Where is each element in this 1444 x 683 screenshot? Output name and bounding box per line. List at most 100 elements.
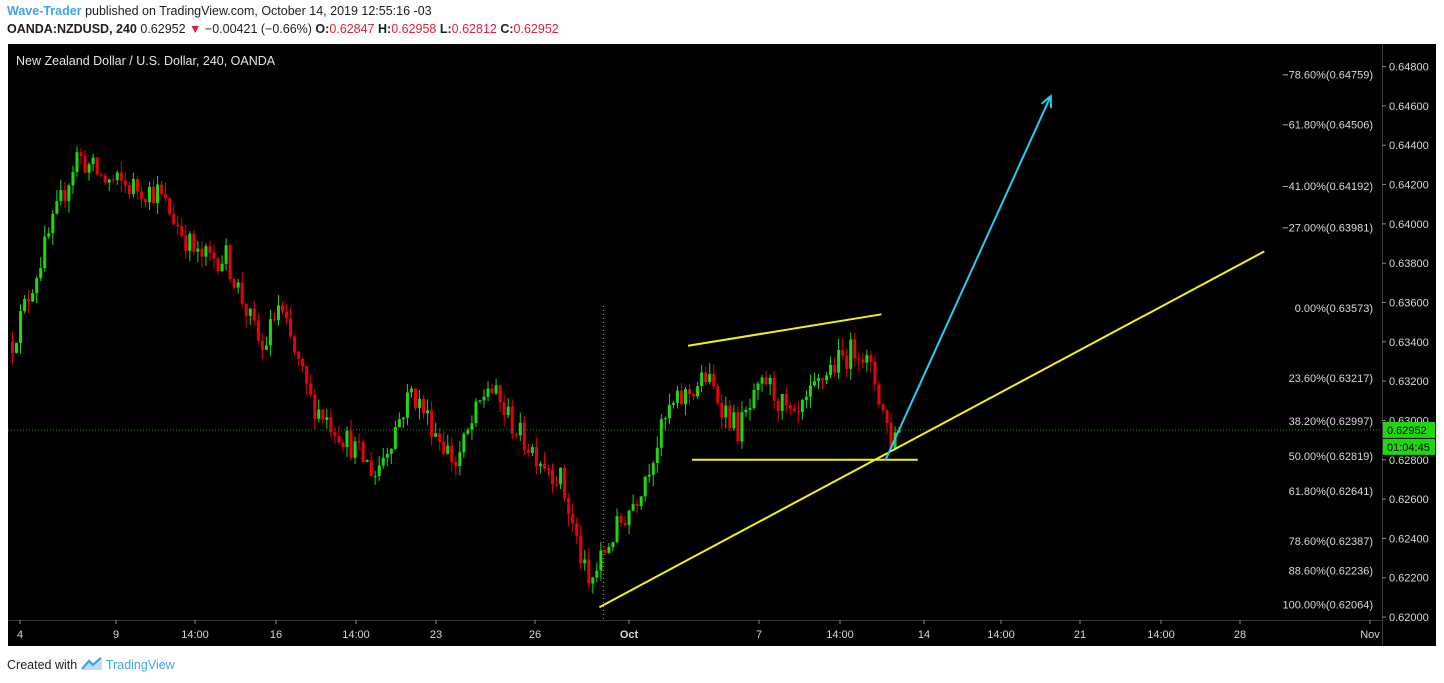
candle-body bbox=[506, 406, 510, 415]
candle-body bbox=[833, 364, 837, 373]
candle-body bbox=[434, 433, 438, 437]
candle-body bbox=[63, 190, 67, 201]
candle-body bbox=[297, 351, 301, 359]
candle-body bbox=[764, 377, 768, 385]
candle-body bbox=[804, 396, 808, 400]
tradingview-brand[interactable]: TradingView bbox=[105, 658, 175, 672]
candle-body bbox=[91, 157, 95, 165]
author-link[interactable]: Wave-Trader bbox=[7, 4, 82, 18]
candle-body bbox=[788, 405, 792, 409]
candle-body bbox=[192, 233, 196, 252]
candle-body bbox=[542, 463, 546, 469]
candle-body bbox=[442, 441, 446, 454]
candle-body bbox=[684, 389, 688, 405]
fib-level-label: −27.00%(0.63981) bbox=[1282, 223, 1373, 235]
y-tick-label: 0.64000 bbox=[1389, 219, 1429, 231]
candle-body bbox=[591, 577, 595, 584]
candle-body bbox=[663, 418, 667, 420]
candle-body bbox=[889, 423, 893, 449]
last-price: 0.62952 bbox=[140, 22, 186, 36]
price-chart[interactable]: New Zealand Dollar / U.S. Dollar, 240, O… bbox=[8, 44, 1436, 646]
candle-body bbox=[563, 467, 567, 499]
candle-body bbox=[849, 339, 853, 369]
candle-body bbox=[200, 248, 204, 257]
candle-body bbox=[567, 498, 571, 515]
candle-body bbox=[196, 248, 200, 252]
candle-body bbox=[825, 375, 829, 381]
candle-body bbox=[438, 433, 442, 442]
low-label: L: bbox=[439, 22, 452, 36]
current-price-value: 0.62952 bbox=[1387, 425, 1427, 437]
candle-body bbox=[792, 408, 796, 412]
candle-body bbox=[530, 447, 534, 453]
candle-body bbox=[430, 410, 434, 437]
y-tick-label: 0.63800 bbox=[1389, 258, 1429, 270]
y-tick-label: 0.64400 bbox=[1389, 140, 1429, 152]
candle-body bbox=[599, 550, 603, 571]
candle-body bbox=[635, 504, 639, 507]
candle-body bbox=[559, 467, 563, 485]
published-text: published on TradingView.com, October 14… bbox=[85, 4, 432, 18]
candle-body bbox=[148, 186, 152, 203]
candle-body bbox=[414, 388, 417, 409]
candle-body bbox=[796, 411, 800, 413]
candle-body bbox=[337, 436, 341, 443]
candle-body bbox=[83, 156, 87, 173]
support-trendline bbox=[598, 250, 1265, 609]
candle-body bbox=[651, 463, 655, 475]
open-value: 0.62847 bbox=[329, 22, 375, 36]
arrow-head-icon bbox=[1040, 94, 1053, 109]
chart-area[interactable]: New Zealand Dollar / U.S. Dollar, 240, O… bbox=[8, 44, 1436, 646]
countdown-tag bbox=[1383, 438, 1435, 455]
candle-body bbox=[281, 305, 285, 312]
candle-body bbox=[716, 386, 720, 403]
candle-body bbox=[478, 400, 482, 402]
candle-body bbox=[309, 383, 313, 395]
fib-level-label: −61.80%(0.64506) bbox=[1282, 119, 1373, 131]
candle-body bbox=[369, 460, 373, 477]
x-tick-label: 9 bbox=[113, 629, 119, 641]
candle-body bbox=[87, 164, 91, 173]
candle-body bbox=[426, 410, 430, 414]
candle-body bbox=[768, 377, 772, 385]
fib-level-label: 88.60%(0.62236) bbox=[1289, 566, 1373, 578]
candle-body bbox=[732, 412, 736, 429]
x-tick-label: 4 bbox=[17, 629, 23, 641]
fib-level-label: 61.80%(0.62641) bbox=[1289, 486, 1373, 498]
x-tick-label: Oct bbox=[620, 629, 639, 641]
candle-body bbox=[252, 308, 256, 321]
candle-body bbox=[333, 432, 337, 437]
candle-body bbox=[587, 559, 591, 584]
candle-body bbox=[172, 214, 176, 225]
y-tick-label: 0.63600 bbox=[1389, 298, 1429, 310]
candle-body bbox=[353, 441, 357, 458]
candle-body bbox=[232, 279, 236, 288]
candle-body bbox=[248, 308, 252, 316]
candle-body bbox=[289, 318, 293, 337]
candle-body bbox=[704, 372, 708, 383]
candle-body bbox=[861, 359, 865, 363]
candle-body bbox=[865, 355, 869, 363]
candle-body bbox=[385, 453, 389, 458]
candle-body bbox=[780, 393, 784, 411]
candle-body bbox=[760, 377, 764, 384]
candle-body bbox=[236, 282, 240, 288]
y-tick-label: 0.62600 bbox=[1389, 494, 1429, 506]
y-tick-label: 0.63200 bbox=[1389, 376, 1429, 388]
candle-body bbox=[627, 510, 631, 526]
candle-body bbox=[285, 311, 289, 319]
fib-level-label: 50.00%(0.62819) bbox=[1289, 451, 1373, 463]
candle-body bbox=[143, 198, 147, 203]
candle-body bbox=[784, 393, 788, 406]
created-with-text: Created with bbox=[7, 658, 78, 672]
y-tick-label: 0.64200 bbox=[1389, 180, 1429, 192]
candle-body bbox=[623, 522, 627, 526]
candle-body bbox=[127, 184, 131, 195]
candle-body bbox=[260, 340, 264, 350]
candle-body bbox=[736, 412, 740, 442]
candle-body bbox=[845, 355, 849, 369]
candle-body bbox=[466, 429, 470, 434]
candle-body bbox=[619, 516, 623, 523]
candle-body bbox=[15, 342, 19, 353]
candle-body bbox=[51, 213, 55, 234]
